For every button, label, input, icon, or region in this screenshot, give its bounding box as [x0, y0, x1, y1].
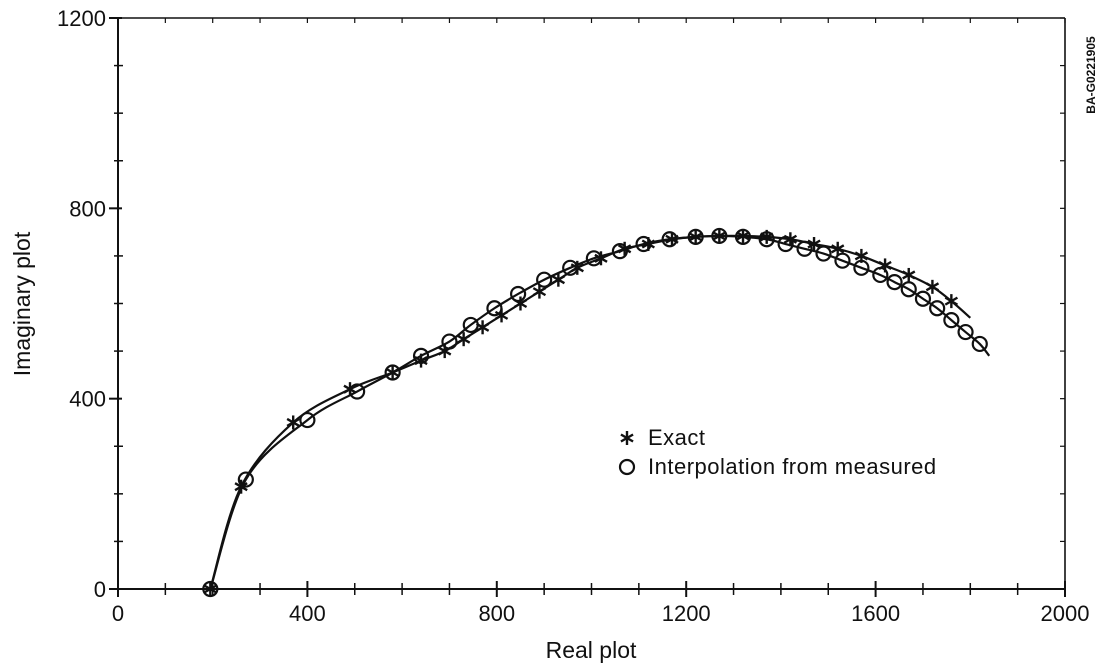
point-interpolation — [349, 383, 366, 400]
point-interpolation — [734, 228, 752, 245]
point-interpolation — [886, 273, 903, 291]
y-tick-label: 800 — [69, 196, 106, 221]
x-tick-label: 1600 — [851, 601, 900, 626]
point-exact — [925, 279, 940, 294]
curve-interpolation — [209, 234, 991, 590]
point-exact — [617, 241, 632, 256]
point-interpolation — [661, 231, 678, 248]
axis-ticks — [109, 17, 1066, 597]
legend-label-exact: Exact — [648, 425, 706, 450]
legend-asterisk-icon — [620, 431, 634, 445]
point-interpolation — [562, 259, 579, 276]
x-axis-title: Real plot — [546, 637, 637, 663]
point-interpolation — [462, 316, 479, 334]
y-tick-label: 1200 — [57, 6, 106, 31]
x-tick-label: 2000 — [1041, 601, 1090, 626]
x-tick-label: 800 — [478, 601, 515, 626]
point-exact — [286, 415, 300, 430]
point-interpolation — [412, 347, 430, 364]
point-exact — [414, 353, 428, 368]
point-interpolation — [486, 300, 503, 317]
point-interpolation — [611, 243, 629, 260]
point-interpolation — [900, 281, 917, 298]
x-tick-label: 0 — [112, 601, 124, 626]
point-interpolation — [711, 227, 728, 245]
point-interpolation — [943, 312, 960, 329]
point-exact — [203, 582, 217, 596]
point-interpolation — [971, 335, 988, 353]
legend-asterisk-mark — [620, 431, 634, 445]
point-interpolation — [815, 245, 832, 262]
data-points — [202, 227, 988, 598]
legend: Exact Interpolation from measured — [618, 425, 937, 479]
point-interpolation — [384, 364, 401, 381]
point-exact — [689, 229, 703, 244]
point-exact — [712, 228, 727, 243]
point-interpolation — [510, 285, 527, 303]
tick-labels: 0 400 800 1200 1600 2000 0 400 800 1200 — [57, 6, 1089, 626]
point-interpolation — [914, 290, 932, 307]
point-interpolation — [687, 228, 704, 245]
legend-circle-mark — [618, 458, 636, 476]
point-exact — [736, 228, 750, 243]
point-exact — [902, 267, 916, 282]
point-interpolation — [585, 250, 602, 267]
legend-label-interpolation: Interpolation from measured — [648, 454, 937, 479]
y-tick-label: 400 — [69, 387, 106, 412]
point-interpolation — [872, 266, 889, 284]
point-exact — [831, 241, 845, 256]
point-interpolation — [834, 252, 851, 269]
y-axis-title: Imaginary plot — [9, 231, 35, 376]
point-interpolation — [796, 240, 813, 257]
point-exact — [532, 284, 547, 299]
legend-circle-icon — [618, 458, 636, 476]
point-interpolation — [299, 411, 316, 429]
point-exact — [385, 365, 400, 380]
curve-exact — [209, 234, 972, 590]
point-interpolation — [635, 235, 652, 253]
side-id-label: BA-G0221905 — [1084, 36, 1098, 114]
point-interpolation — [853, 259, 870, 276]
point-interpolation — [237, 471, 254, 488]
x-tick-label: 1200 — [662, 601, 711, 626]
y-tick-label: 0 — [94, 577, 106, 602]
point-interpolation — [929, 300, 946, 317]
point-interpolation — [536, 271, 553, 288]
point-interpolation — [957, 323, 974, 341]
legend-entry-interpolation: Interpolation from measured — [618, 454, 937, 479]
point-exact — [944, 294, 959, 309]
point-exact — [551, 272, 566, 287]
plot-frame — [117, 17, 1066, 590]
point-interpolation — [202, 580, 219, 598]
legend-entry-exact: Exact — [620, 425, 706, 450]
x-tick-label: 400 — [289, 601, 326, 626]
point-interpolation — [758, 231, 775, 248]
point-interpolation — [441, 333, 458, 350]
point-interpolation — [777, 235, 794, 253]
fitted-curves — [209, 234, 991, 590]
point-exact — [234, 479, 248, 494]
point-exact — [456, 332, 471, 347]
